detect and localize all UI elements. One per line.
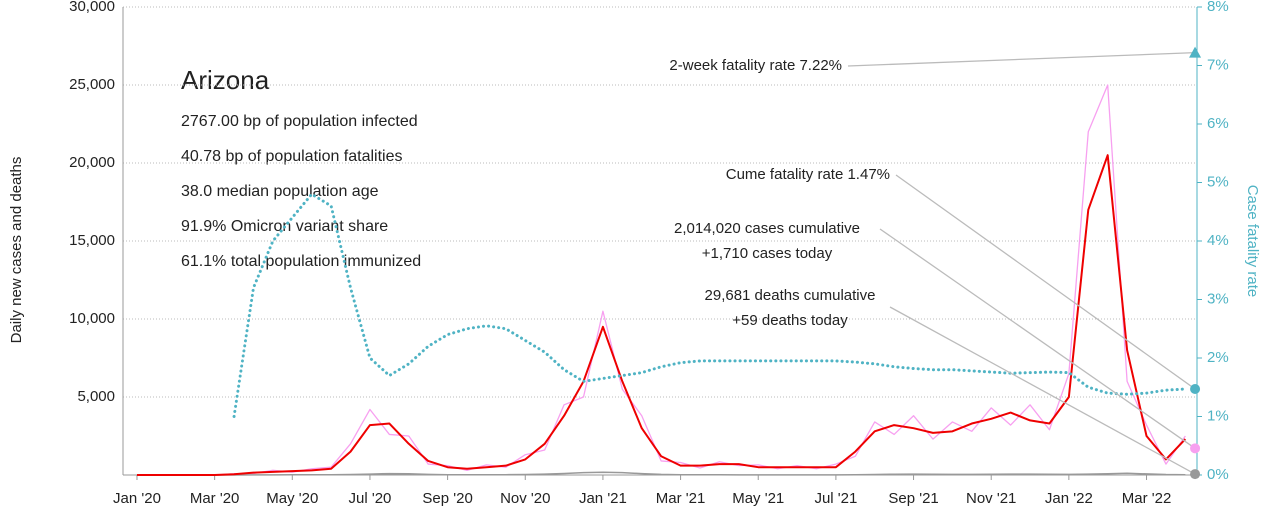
x-tick-label: Nov '21	[966, 490, 1016, 507]
y2-tick-label: 4%	[1207, 232, 1229, 249]
series-line	[136, 154, 1187, 476]
series-line	[136, 84, 1186, 476]
annotation: 2-week fatality rate 7.22%	[669, 57, 842, 74]
y2-tick-label: 1%	[1207, 407, 1229, 424]
annotation: Cume fatality rate 1.47%	[726, 166, 890, 183]
series-line	[136, 471, 1186, 476]
marker	[1190, 443, 1201, 454]
x-tick-label: Jan '22	[1045, 490, 1093, 507]
x-tick-label: Sep '21	[888, 490, 938, 507]
info-line: 38.0 median population age	[181, 183, 379, 200]
y-axis-label: Daily new cases and deaths	[8, 157, 25, 344]
info-title: Arizona	[181, 65, 270, 95]
x-tick-label: Mar '21	[656, 490, 706, 507]
y2-tick-label: 3%	[1207, 290, 1229, 307]
y2-axis-label: Case fatality rate	[1244, 185, 1261, 298]
info-line: 40.78 bp of population fatalities	[181, 148, 403, 165]
annotation-pointer	[895, 174, 1196, 390]
y-tick-label: 15,000	[69, 232, 115, 249]
y-tick-label: 20,000	[69, 154, 115, 171]
x-tick-label: Mar '22	[1122, 490, 1172, 507]
info-line: 2767.00 bp of population infected	[181, 113, 418, 130]
y2-tick-label: 5%	[1207, 173, 1229, 190]
annotation: +59 deaths today	[732, 312, 848, 329]
annotation: 2,014,020 cases cumulative	[674, 220, 860, 237]
series-line	[232, 192, 1187, 418]
y2-tick-label: 7%	[1207, 56, 1229, 73]
y-tick-label: 30,000	[69, 0, 115, 15]
x-tick-label: May '20	[266, 490, 318, 507]
marker	[1189, 46, 1202, 58]
x-tick-label: May '21	[732, 490, 784, 507]
y2-tick-label: 8%	[1207, 0, 1229, 15]
x-tick-label: Jul '20	[349, 490, 392, 507]
x-tick-label: Nov '20	[500, 490, 550, 507]
annotation: +1,710 cases today	[702, 245, 833, 262]
y2-tick-label: 0%	[1207, 466, 1229, 483]
y-tick-label: 5,000	[77, 388, 115, 405]
x-tick-label: Mar '20	[190, 490, 240, 507]
y-tick-label: 25,000	[69, 76, 115, 93]
x-tick-label: Jan '21	[579, 490, 627, 507]
x-tick-label: Jul '21	[814, 490, 857, 507]
y2-tick-label: 6%	[1207, 115, 1229, 132]
x-tick-label: Jan '20	[113, 490, 161, 507]
x-tick-label: Sep '20	[422, 490, 472, 507]
annotation: 29,681 deaths cumulative	[705, 287, 876, 304]
y-tick-label: 10,000	[69, 310, 115, 327]
y2-tick-label: 2%	[1207, 349, 1229, 366]
info-line: 61.1% total population immunized	[181, 253, 421, 270]
annotation-pointer	[879, 228, 1196, 449]
annotation-pointer	[847, 51, 1196, 67]
annotation-pointer	[889, 306, 1196, 475]
marker	[1190, 384, 1201, 395]
marker	[1190, 469, 1201, 480]
